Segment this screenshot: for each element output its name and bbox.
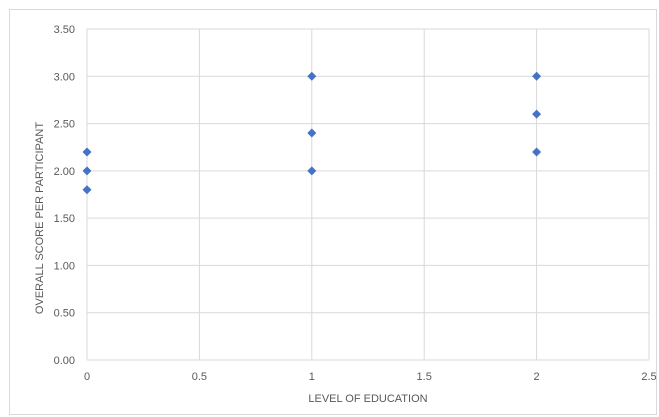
data-point	[532, 109, 542, 119]
x-tick-label: 1	[309, 371, 315, 383]
x-tick-label: 2.5	[641, 371, 656, 383]
y-tick-label: 0.50	[54, 308, 75, 320]
y-tick-label: 1.00	[54, 260, 75, 272]
data-point	[307, 71, 317, 81]
data-point	[82, 185, 92, 195]
x-tick-label: 2	[534, 371, 540, 383]
data-point	[82, 147, 92, 157]
x-tick-label: 1.5	[417, 371, 432, 383]
data-points	[82, 71, 542, 195]
data-point	[307, 128, 317, 138]
x-axis-title: LEVEL OF EDUCATION	[308, 393, 427, 405]
data-point	[82, 166, 92, 176]
y-tick-label: 2.50	[54, 119, 75, 131]
x-tick-label: 0	[84, 371, 90, 383]
y-tick-label: 2.00	[54, 166, 75, 178]
y-tick-label: 3.00	[54, 71, 75, 83]
data-point	[532, 147, 542, 157]
data-point	[532, 71, 542, 81]
data-point	[307, 166, 317, 176]
y-tick-label: 1.50	[54, 213, 75, 225]
gridlines	[86, 28, 650, 361]
y-tick-label: 3.50	[54, 24, 75, 36]
x-axis-tick-labels: 0 0.5 1 1.5 2 2.5	[84, 371, 657, 383]
y-axis-title: OVERALL SCORE PER PARTICIPANT	[34, 122, 46, 314]
y-tick-label: 0.00	[54, 355, 75, 367]
x-tick-label: 0.5	[192, 371, 207, 383]
y-axis-tick-labels: 0.00 0.50 1.00 1.50 2.00 2.50 3.00 3.50	[54, 24, 75, 367]
